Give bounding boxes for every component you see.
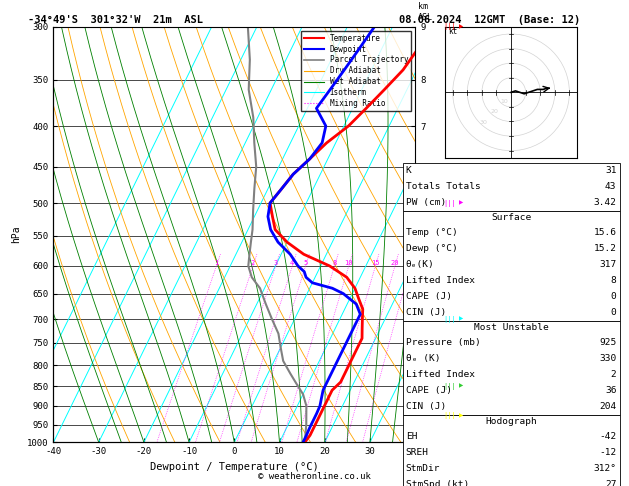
Text: 27: 27	[605, 480, 616, 486]
Text: |||: |||	[443, 316, 456, 323]
Text: 31: 31	[605, 166, 616, 175]
Text: Surface: Surface	[491, 213, 531, 222]
Text: 15.2: 15.2	[593, 244, 616, 253]
X-axis label: Dewpoint / Temperature (°C): Dewpoint / Temperature (°C)	[150, 462, 319, 472]
Text: kt: kt	[448, 27, 458, 36]
Text: StmSpd (kt): StmSpd (kt)	[406, 480, 469, 486]
Y-axis label: Mixing Ratio (g/kg): Mixing Ratio (g/kg)	[431, 183, 440, 286]
Text: 1: 1	[214, 260, 218, 266]
Y-axis label: hPa: hPa	[11, 226, 21, 243]
Text: -42: -42	[599, 432, 616, 441]
Text: 3: 3	[274, 260, 278, 266]
Text: 8: 8	[332, 260, 337, 266]
Text: SREH: SREH	[406, 448, 429, 457]
Text: |||: |||	[443, 382, 456, 390]
Text: CIN (J): CIN (J)	[406, 308, 446, 317]
Legend: Temperature, Dewpoint, Parcel Trajectory, Dry Adiabat, Wet Adiabat, Isotherm, Mi: Temperature, Dewpoint, Parcel Trajectory…	[301, 31, 411, 111]
Text: θₑ(K): θₑ(K)	[406, 260, 435, 269]
Text: 2: 2	[251, 260, 255, 266]
Text: Lifted Index: Lifted Index	[406, 370, 475, 379]
Text: 20: 20	[490, 109, 498, 114]
Text: 5: 5	[303, 260, 308, 266]
Text: ▶: ▶	[459, 383, 464, 389]
Text: θₑ (K): θₑ (K)	[406, 354, 440, 363]
Text: ▶: ▶	[459, 413, 464, 418]
Text: 10: 10	[345, 260, 353, 266]
Text: 10: 10	[501, 99, 508, 104]
Text: Totals Totals: Totals Totals	[406, 182, 481, 191]
Text: Dewp (°C): Dewp (°C)	[406, 244, 457, 253]
Text: LCL: LCL	[419, 438, 435, 447]
Text: K: K	[406, 166, 411, 175]
Text: 204: 204	[599, 402, 616, 411]
Text: |||: |||	[443, 412, 456, 419]
Text: ▶: ▶	[459, 24, 464, 29]
Text: -34°49'S  301°32'W  21m  ASL: -34°49'S 301°32'W 21m ASL	[28, 15, 203, 25]
Text: km
ASL: km ASL	[418, 2, 433, 22]
Text: |||: |||	[443, 23, 456, 30]
Text: 8: 8	[611, 276, 616, 285]
Text: 330: 330	[599, 354, 616, 363]
Text: 2: 2	[611, 370, 616, 379]
Text: 36: 36	[605, 386, 616, 395]
Text: 0: 0	[611, 308, 616, 317]
Text: © weatheronline.co.uk: © weatheronline.co.uk	[258, 472, 371, 481]
Text: 20: 20	[391, 260, 399, 266]
Text: 925: 925	[599, 338, 616, 347]
Text: 15: 15	[371, 260, 380, 266]
Text: Most Unstable: Most Unstable	[474, 323, 548, 332]
Text: 3.42: 3.42	[593, 198, 616, 208]
Text: 15.6: 15.6	[593, 228, 616, 237]
Text: Lifted Index: Lifted Index	[406, 276, 475, 285]
Text: 0: 0	[611, 292, 616, 301]
Text: 317: 317	[599, 260, 616, 269]
Text: |||: |||	[443, 200, 456, 207]
Text: Hodograph: Hodograph	[485, 417, 537, 426]
Text: StmDir: StmDir	[406, 464, 440, 473]
Text: Pressure (mb): Pressure (mb)	[406, 338, 481, 347]
Text: Temp (°C): Temp (°C)	[406, 228, 457, 237]
Text: EH: EH	[406, 432, 417, 441]
Text: PW (cm): PW (cm)	[406, 198, 446, 208]
Text: CAPE (J): CAPE (J)	[406, 386, 452, 395]
Text: 08.06.2024  12GMT  (Base: 12): 08.06.2024 12GMT (Base: 12)	[399, 15, 581, 25]
Text: -12: -12	[599, 448, 616, 457]
Text: 43: 43	[605, 182, 616, 191]
Text: 4: 4	[290, 260, 294, 266]
Text: 30: 30	[479, 120, 487, 125]
Text: 25: 25	[406, 260, 415, 266]
Text: CAPE (J): CAPE (J)	[406, 292, 452, 301]
Text: 312°: 312°	[593, 464, 616, 473]
Text: ▶: ▶	[459, 201, 464, 206]
Text: CIN (J): CIN (J)	[406, 402, 446, 411]
Text: ▶: ▶	[459, 317, 464, 322]
